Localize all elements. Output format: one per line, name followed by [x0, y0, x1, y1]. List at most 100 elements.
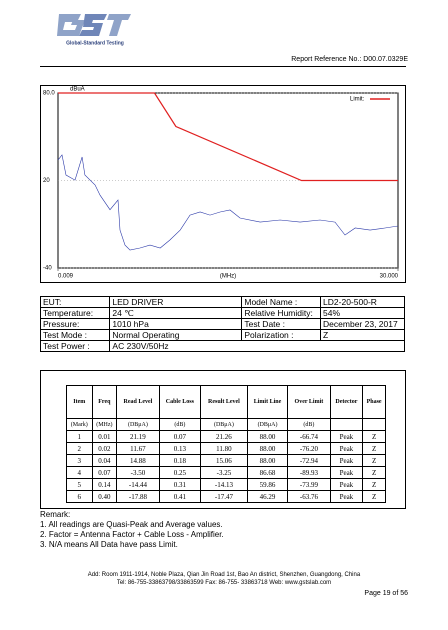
unit-cell: (MHz): [91, 418, 118, 431]
info-cell: Z: [320, 329, 405, 341]
info-cell: Pressure:: [39, 318, 111, 330]
info-cell: LD2-20-500-R: [320, 296, 405, 308]
result-cell: 0.13: [158, 442, 202, 455]
result-cell: 0.31: [158, 478, 202, 491]
rule: [40, 66, 406, 67]
result-cell: -3.50: [116, 466, 160, 479]
page-number: Page 19 of 56: [364, 590, 408, 597]
remark-line: 3. N/A means All Data have pass Limit.: [40, 540, 178, 549]
info-cell: Relative Humidity:: [241, 307, 322, 319]
result-cell: 0.04: [91, 454, 118, 467]
unit-cell: (dB): [158, 418, 202, 431]
result-cell: -17.88: [116, 490, 160, 503]
header-row: Item Freq Read Level Cable Loss Result Level…: [66, 385, 386, 419]
info-cell: 54%: [320, 307, 405, 319]
result-cell: -14.44: [116, 478, 160, 491]
result-cell: 86.68: [246, 466, 289, 479]
result-cell: Peak: [329, 442, 364, 455]
info-cell: Model Name :: [241, 296, 322, 308]
info-table: EUT: LED DRIVER Model Name : LD2-20-500-R Te…: [39, 296, 405, 352]
info-cell: 1010 hPa: [109, 318, 243, 330]
result-cell: -17.47: [200, 490, 248, 503]
result-cell: 0.07: [158, 430, 202, 443]
info-row: EUT: LED DRIVER Model Name : LD2-20-500-R: [39, 296, 405, 308]
info-cell: Temperature:: [39, 307, 111, 319]
result-cell: Peak: [329, 466, 364, 479]
report-reference: Report Reference No.: D00.07.0329E: [291, 56, 408, 63]
result-cell: -3.25: [200, 466, 248, 479]
result-cell: Z: [362, 442, 386, 455]
result-cell: 0.02: [91, 442, 118, 455]
result-cell: Z: [362, 466, 386, 479]
result-cell: 88.00: [246, 442, 289, 455]
result-cell: Peak: [329, 454, 364, 467]
result-cell: 21.26: [200, 430, 248, 443]
result-cell: 0.01: [91, 430, 118, 443]
unit-cell: (dB): [287, 418, 331, 431]
y-tick-label: -40: [43, 266, 52, 272]
header-cell: Phase: [362, 385, 386, 419]
remark-line: 2. Factor = Antenna Factor + Cable Loss …: [40, 530, 224, 539]
info-row: Pressure: 1010 hPa Test Date : December 23,…: [39, 318, 405, 330]
info-cell: December 23, 2017: [320, 318, 405, 330]
result-cell: 14.88: [116, 454, 160, 467]
header-cell: Read Level: [116, 385, 160, 419]
unit-cell: (DBμA): [116, 418, 160, 431]
info-row: Temperature: 24 ℃ Relative Humidity: 54%: [39, 307, 405, 319]
result-cell: -72.94: [287, 454, 331, 467]
info-cell: Polarization :: [241, 329, 322, 341]
result-row: 5 0.14 -14.44 0.31 -14.13 59.86 -73.99 Peak Z: [66, 478, 386, 491]
unit-cell: (DBμA): [200, 418, 248, 431]
result-row: 3 0.04 14.88 0.18 15.06 88.00 -72.94 Peak Z: [66, 454, 386, 467]
remark-line: Remark:: [40, 510, 71, 519]
result-cell: 0.25: [158, 466, 202, 479]
info-cell: Test Power :: [39, 340, 111, 352]
header-cell: Item: [66, 385, 93, 419]
result-cell: Z: [362, 430, 386, 443]
result-cell: 88.00: [246, 430, 289, 443]
result-cell: 11.67: [116, 442, 160, 455]
logo-text: Global-Standard Testing: [66, 40, 124, 46]
result-cell: 0.14: [91, 478, 118, 491]
result-cell: Z: [362, 490, 386, 503]
info-row: Test Mode : Normal Operating Polarization …: [39, 329, 405, 341]
result-cell: 2: [66, 442, 93, 455]
result-cell: 0.07: [91, 466, 118, 479]
result-cell: 0.18: [158, 454, 202, 467]
x-tick-label: 0.009: [58, 274, 74, 280]
result-cell: Peak: [329, 430, 364, 443]
y-tick-label: 20: [43, 178, 50, 184]
chart: dBuA (MHz) -40 20 80.0 0.009 30.000 Limit:: [40, 85, 406, 283]
header-cell: Detector: [329, 385, 364, 419]
info-cell: LED DRIVER: [109, 296, 243, 308]
y-tick-label: 80.0: [43, 91, 55, 97]
result-cell: 0.41: [158, 490, 202, 503]
footer-address: Add: Room 1911-1914, Noble Plaza, Qian J…: [87, 572, 361, 578]
result-cell: Peak: [329, 490, 364, 503]
header-cell: Result Level: [200, 385, 248, 419]
info-row: Test Power : AC 230V/50Hz: [39, 340, 405, 352]
result-cell: 0.40: [91, 490, 118, 503]
result-cell: -66.74: [287, 430, 331, 443]
series-line: [57, 154, 399, 251]
unit-cell: (DBμA): [246, 418, 289, 431]
result-cell: -63.76: [287, 490, 331, 503]
result-cell: Z: [362, 454, 386, 467]
header-cell: Cable Loss: [158, 385, 202, 419]
result-cell: 11.80: [200, 442, 248, 455]
header-cell: Freq: [91, 385, 118, 419]
info-cell: 24 ℃: [109, 307, 243, 319]
result-cell: 21.19: [116, 430, 160, 443]
units-row: (Mark) (MHz) (DBμA) (dB) (DBμA) (DBμA) (dB): [66, 418, 386, 431]
result-row: 6 0.40 -17.88 0.41 -17.47 46.29 -63.76 Peak Z: [66, 490, 386, 503]
result-cell: 1: [66, 430, 93, 443]
footer-contact: Tel: 86-755-33863798/33863599 Fax: 86-75…: [116, 580, 332, 586]
legend-label: Limit:: [350, 97, 365, 103]
series-line: [58, 92, 398, 182]
result-cell: 3: [66, 454, 93, 467]
info-cell: Normal Operating: [109, 329, 243, 341]
result-cell: -76.20: [287, 442, 331, 455]
result-cell: Z: [362, 478, 386, 491]
unit-cell: (Mark): [66, 418, 93, 431]
